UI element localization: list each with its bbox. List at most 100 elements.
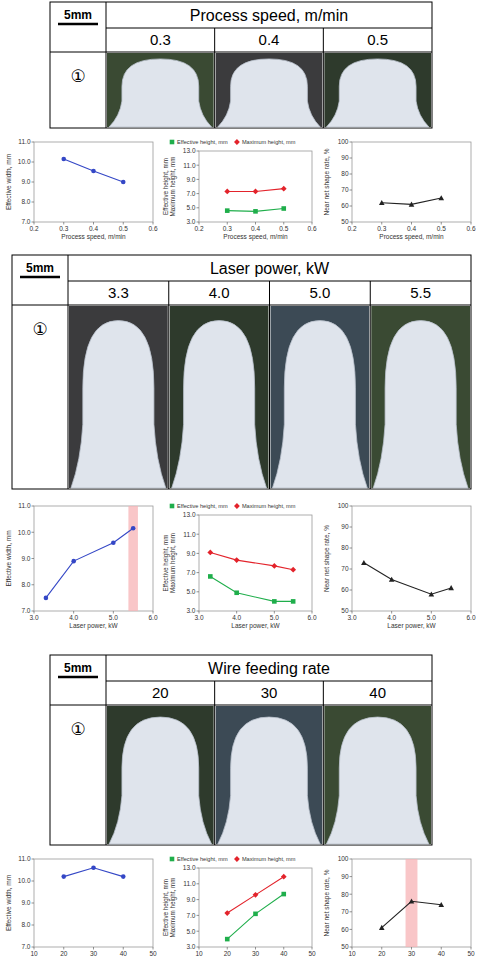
y-tick <box>32 947 35 948</box>
plot-frame <box>352 859 471 947</box>
x-tick-label: 0.6 <box>148 225 157 232</box>
data-point <box>121 874 126 879</box>
y-tick <box>197 572 200 573</box>
bead-cross-section <box>326 59 428 127</box>
figure: 5mmProcess speed, m/min①0.30.40.55mmLase… <box>0 0 483 965</box>
series-line <box>227 894 284 939</box>
plot-area <box>361 560 454 597</box>
chart: 7.08.09.010.011.00.20.30.40.50.6Process … <box>5 138 158 241</box>
x-tick-label: 10 <box>195 950 203 957</box>
row-label: ① <box>32 320 47 339</box>
series-line <box>382 901 442 927</box>
x-tick-label: 4.0 <box>69 614 78 621</box>
data-point <box>379 925 385 930</box>
column-head: 5.5 <box>410 284 431 301</box>
y-tick <box>197 553 200 554</box>
data-point <box>253 892 259 898</box>
table-rule <box>370 281 371 489</box>
y-tick-label: 11.0 <box>183 162 196 169</box>
x-tick-label: 20 <box>60 950 68 957</box>
x-tick-label: 30 <box>408 950 416 957</box>
data-point <box>234 557 240 563</box>
table-frame <box>12 255 471 489</box>
table-rule <box>106 655 107 845</box>
highlight-band <box>406 859 418 947</box>
y-tick-label: 100 <box>338 855 349 862</box>
data-point <box>253 912 258 917</box>
bead-cross-section <box>326 717 428 844</box>
data-point <box>281 892 286 897</box>
x-tick-label: 3.0 <box>29 614 38 621</box>
table-rule <box>50 705 432 706</box>
x-tick-label: 5.0 <box>270 614 279 621</box>
photo-background <box>216 53 323 127</box>
table-frame <box>50 2 432 128</box>
y-tick-label: 11.0 <box>18 138 31 145</box>
plot-frame <box>199 151 312 222</box>
x-tick-label: 5.0 <box>427 614 436 621</box>
data-point <box>121 180 126 185</box>
y-tick <box>350 569 353 570</box>
photo-background <box>324 53 431 127</box>
legend-marker <box>170 504 175 509</box>
data-point <box>225 937 230 942</box>
x-tick-label: 5.0 <box>109 614 118 621</box>
data-point <box>208 574 213 579</box>
y-tick-label: 70 <box>341 186 349 193</box>
data-point <box>290 567 296 573</box>
y-tick-label: 100 <box>338 138 349 145</box>
y-tick <box>197 515 200 516</box>
plot-area <box>61 866 125 879</box>
y-axis-title: Maximum height, mm <box>169 877 177 937</box>
data-point <box>429 591 435 596</box>
x-tick-label: 30 <box>252 950 260 957</box>
x-axis-title: Laser power, kW <box>69 622 118 630</box>
scale-bar-label: 5mm <box>64 661 92 675</box>
series-line <box>46 528 133 598</box>
x-tick-label: 50 <box>149 950 157 957</box>
y-tick-label: 5.0 <box>186 928 195 935</box>
series-line <box>210 576 293 601</box>
table-rule <box>106 681 432 682</box>
x-tick-label: 10 <box>348 950 356 957</box>
y-tick-label: 10.0 <box>18 529 31 536</box>
x-tick-label: 0.5 <box>119 225 128 232</box>
series-line <box>210 552 293 569</box>
data-point <box>361 560 367 565</box>
data-point <box>111 540 116 545</box>
plot-frame <box>199 515 312 611</box>
x-tick-label: 0.5 <box>437 225 446 232</box>
x-tick-label: 0.6 <box>466 225 475 232</box>
row-label: ① <box>70 67 85 86</box>
y-axis-title: Effective width, mm <box>5 154 12 210</box>
y-tick <box>32 925 35 926</box>
y-tick <box>32 142 35 143</box>
y-tick <box>32 584 35 585</box>
bead-cross-section <box>109 717 211 844</box>
y-tick-label: 7.0 <box>186 569 195 576</box>
plot-area <box>379 859 444 947</box>
x-tick-label: 0.3 <box>223 225 232 232</box>
y-tick-label: 60 <box>341 926 349 933</box>
table-rule <box>68 255 69 489</box>
table-frame <box>50 655 432 845</box>
legend-marker <box>234 503 240 509</box>
x-tick-label: 0.6 <box>307 225 316 232</box>
photo-background <box>107 706 214 844</box>
data-point <box>253 209 258 214</box>
highlight-band <box>128 506 138 611</box>
y-tick-label: 8.0 <box>21 198 30 205</box>
data-point <box>225 208 230 213</box>
y-tick <box>350 142 353 143</box>
y-tick <box>350 611 353 612</box>
x-tick-label: 0.4 <box>251 225 260 232</box>
y-tick-label: 13.0 <box>183 147 196 154</box>
data-point <box>438 195 444 200</box>
photo-background <box>107 53 214 127</box>
y-tick-label: 10.0 <box>18 158 31 165</box>
table-rule <box>168 281 169 489</box>
table-rule <box>106 2 107 128</box>
x-axis-title: Process speed, m/min <box>61 233 126 241</box>
y-tick <box>197 591 200 592</box>
data-point <box>409 202 415 207</box>
